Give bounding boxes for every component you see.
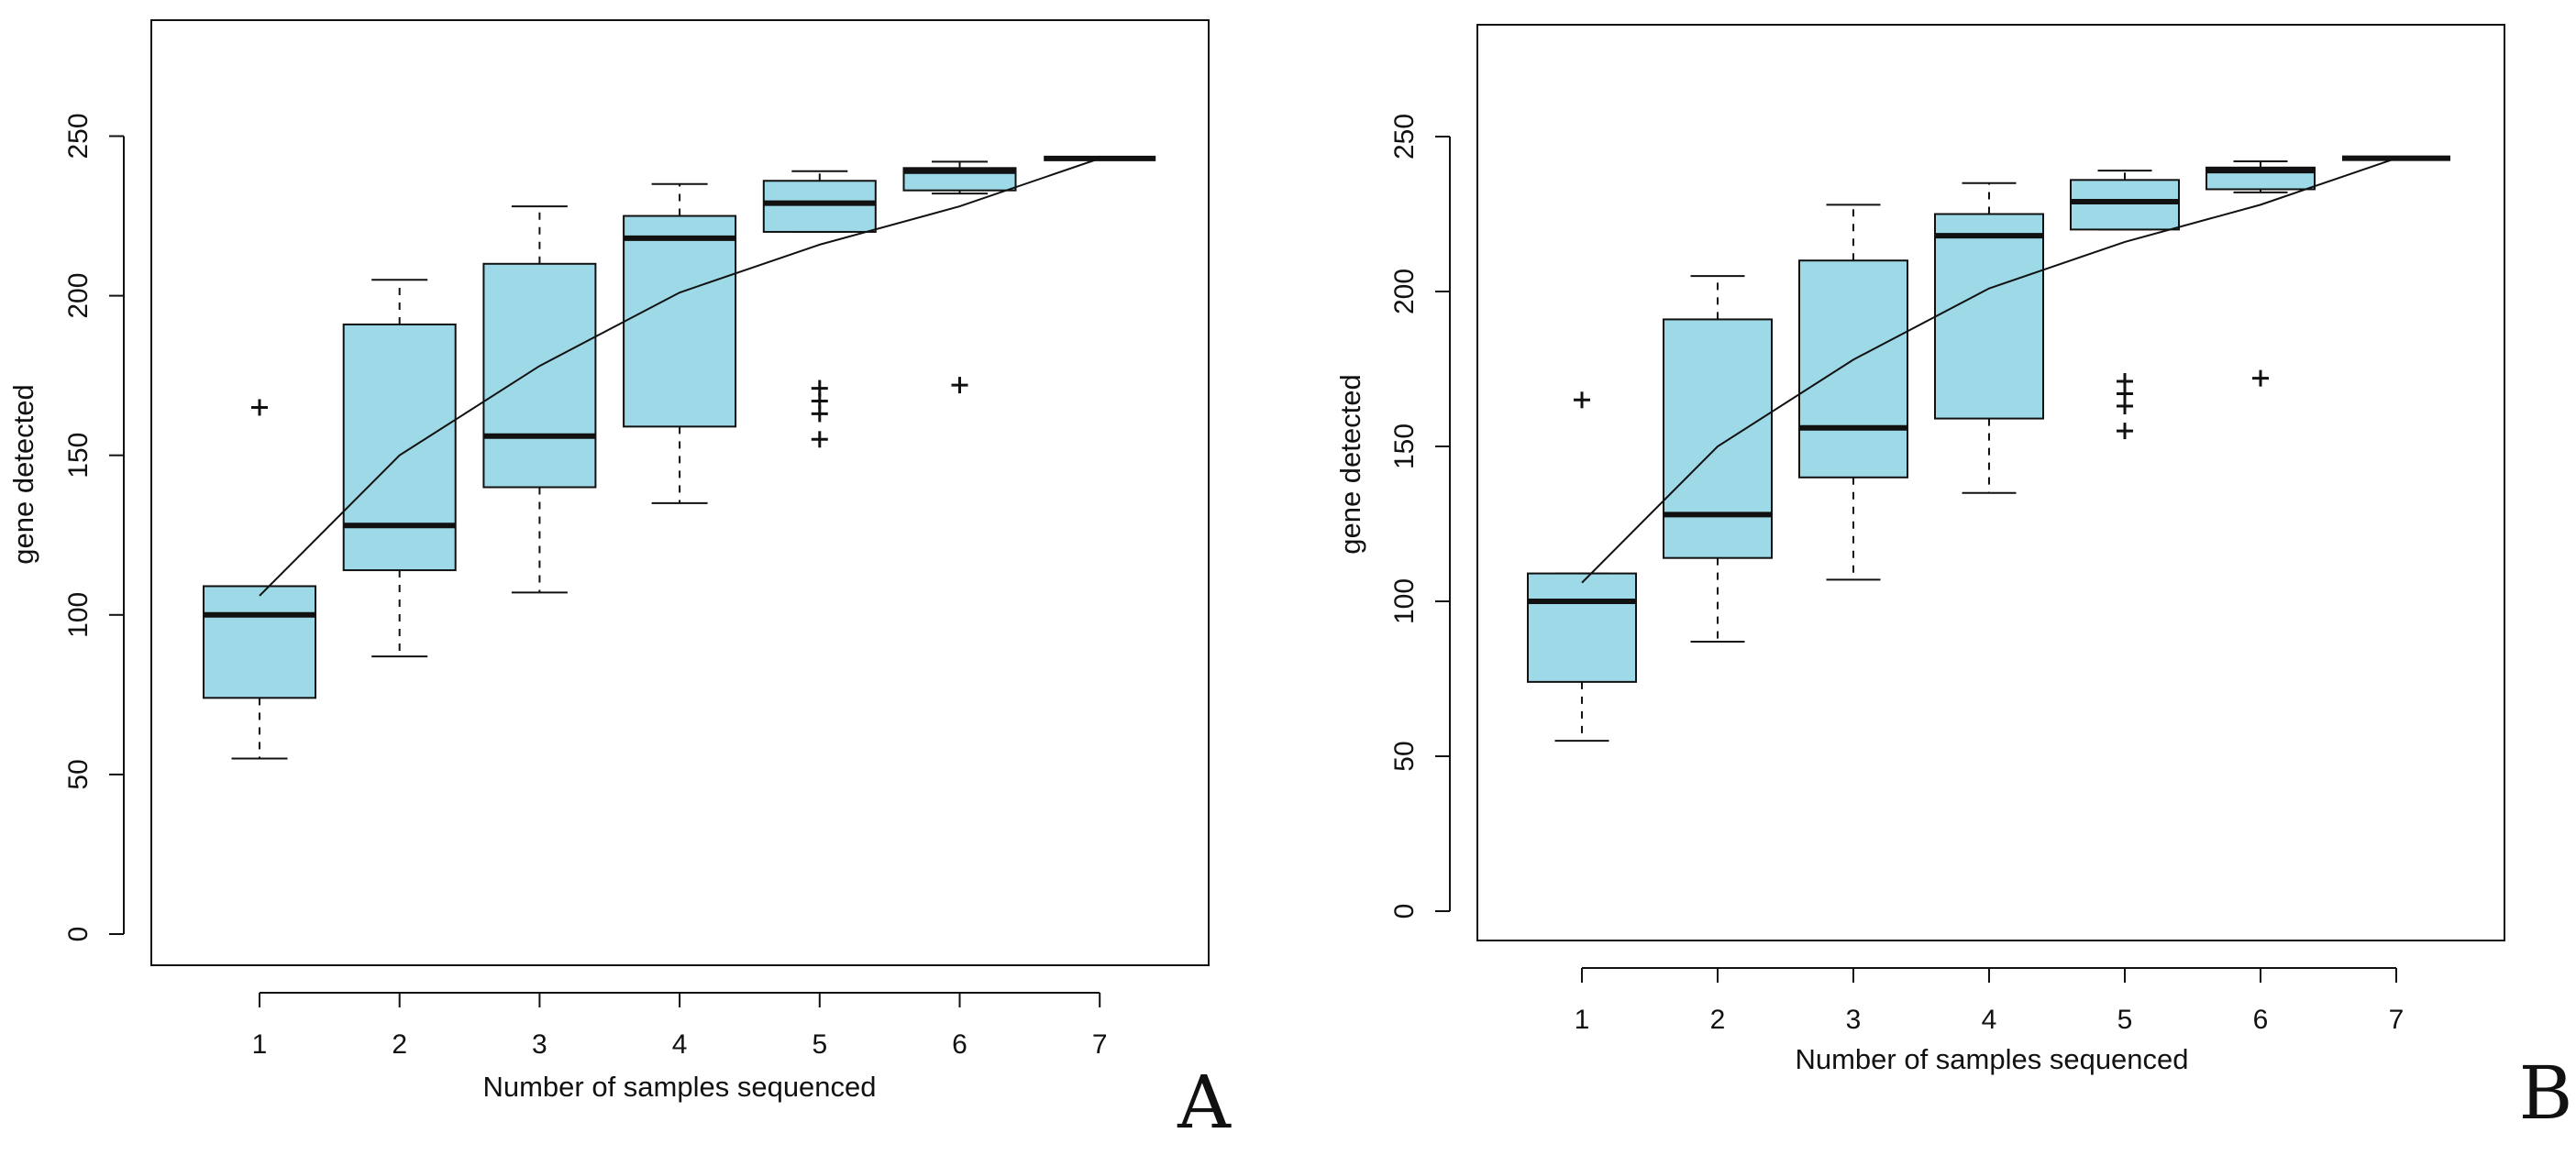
panel-a: 0 50 100 150 200 250 1 2 3 4 5 6 7 Number of samples …: [7, 19, 1232, 1145]
box-5: [762, 170, 877, 448]
y-tick-label: 0: [1389, 904, 1420, 919]
y-tick-label: 100: [1389, 578, 1420, 624]
box-body: [203, 585, 316, 699]
box-body: [342, 323, 457, 572]
x-tick-label: 7: [2389, 1005, 2405, 1035]
box-6: [2206, 160, 2316, 387]
plot-frame: [150, 19, 1210, 966]
y-tick-label: 0: [63, 927, 94, 942]
box-body: [482, 262, 597, 489]
x-tick-label: 4: [672, 1029, 688, 1060]
box-6: [902, 160, 1017, 394]
x-tick-label: 2: [1710, 1005, 1726, 1035]
outlier-point: [2117, 373, 2133, 390]
box-1: [1527, 391, 1637, 742]
x-tick-label: 2: [392, 1029, 407, 1060]
box-body: [1663, 318, 1773, 559]
box-4: [623, 182, 737, 504]
box-body: [1934, 213, 2044, 420]
y-tick-label: 50: [1389, 741, 1420, 771]
x-tick-label: 1: [1575, 1005, 1590, 1035]
y-tick-label: 150: [63, 433, 94, 478]
box-3: [482, 205, 597, 594]
panel-label: A: [1177, 1060, 1232, 1145]
outlier-point: [2252, 369, 2269, 387]
outlier-point: [811, 431, 828, 448]
y-tick-label: 50: [63, 759, 94, 789]
box-4: [1934, 182, 2044, 494]
x-tick-label: 5: [812, 1029, 827, 1060]
outlier-point: [951, 377, 968, 394]
y-tick-label: 150: [1389, 424, 1420, 469]
box-body: [2070, 179, 2180, 231]
x-tick-label: 4: [1982, 1005, 1997, 1035]
box-5: [2070, 170, 2180, 440]
y-tick-label: 200: [1389, 269, 1420, 314]
y-axis-title: gene detected: [7, 384, 39, 565]
box-body: [623, 214, 737, 428]
outlier-point: [251, 399, 268, 416]
y-axis-title: gene detected: [1334, 374, 1366, 555]
y-tick-label: 100: [63, 592, 94, 638]
trend-line: [1581, 157, 2397, 584]
x-tick-label: 5: [2117, 1005, 2133, 1035]
outlier-point: [811, 380, 828, 397]
x-tick-label: 3: [532, 1029, 547, 1060]
y-tick-label: 250: [1389, 114, 1420, 160]
box-1: [203, 399, 316, 760]
x-tick-label: 1: [252, 1029, 268, 1060]
box-3: [1798, 204, 1908, 581]
x-tick-label: 6: [952, 1029, 967, 1060]
x-axis-title: Number of samples sequenced: [1795, 1043, 2188, 1075]
y-tick-label: 250: [63, 113, 94, 159]
outlier-point: [1574, 391, 1590, 409]
panel-label: B: [2519, 1050, 2573, 1136]
panel-b: 0 50 100 150 200 250 1 2 3 4 5 6 7 Number of samples …: [1334, 24, 2573, 1136]
y-tick-label: 200: [63, 273, 94, 319]
x-tick-label: 7: [1092, 1029, 1108, 1060]
x-tick-label: 3: [1846, 1005, 1862, 1035]
outlier-point: [2117, 423, 2133, 440]
box-2: [1663, 275, 1773, 643]
box-body: [762, 180, 877, 233]
x-tick-label: 6: [2253, 1005, 2269, 1035]
box-body: [1798, 259, 1908, 478]
box-2: [342, 279, 457, 658]
plot-frame: [1476, 24, 2505, 941]
x-axis-title: Number of samples sequenced: [482, 1071, 876, 1103]
trend-line: [259, 157, 1100, 597]
box-body: [1527, 572, 1637, 683]
